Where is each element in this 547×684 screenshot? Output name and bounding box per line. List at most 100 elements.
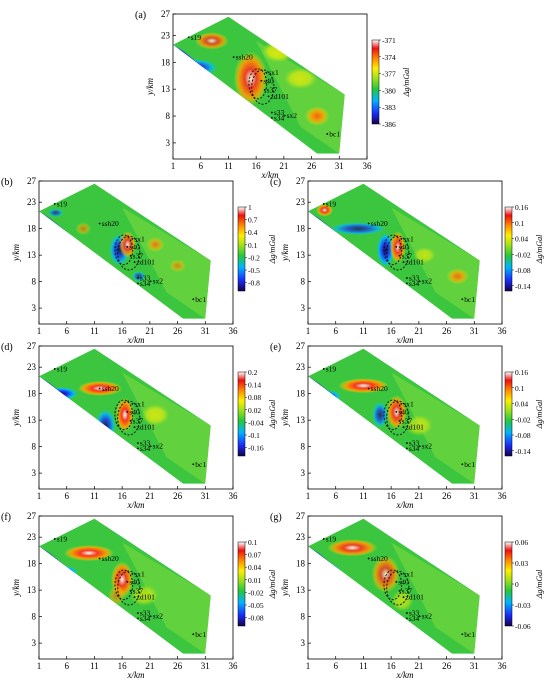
station-label: sx1 <box>134 234 145 243</box>
colorbar-label: Δg/mGal <box>535 399 544 429</box>
y-tick-label: 18 <box>296 389 306 399</box>
dashed-contour <box>386 570 410 606</box>
colorbar <box>504 371 513 457</box>
station-label: s19 <box>57 199 68 208</box>
station-marker <box>405 277 408 279</box>
station-label: s34 <box>274 113 285 122</box>
station-marker <box>126 245 129 248</box>
x-tick-label: 11 <box>359 661 368 671</box>
field-band <box>391 542 480 654</box>
x-tick-label: 26 <box>173 661 183 671</box>
panel-label: (b) <box>1 177 13 188</box>
y-tick-label: 18 <box>161 57 171 67</box>
station-label: s19 <box>326 534 337 543</box>
y-tick-label: 13 <box>296 250 306 260</box>
x-tick-label: 6 <box>333 491 338 501</box>
y-tick-label: 18 <box>296 559 306 569</box>
colorbar-tick-label: 0.7 <box>248 216 258 225</box>
station-marker <box>402 261 405 264</box>
station-marker <box>136 612 139 614</box>
panel-1: 1 6 11 16 21 26 31 363813182327x/kmy/km(b)s19ss… <box>1 176 277 345</box>
y-axis-label: y/km <box>11 579 21 597</box>
x-tick-label: 11 <box>90 491 99 501</box>
y-tick-label: 27 <box>27 341 37 351</box>
panel-5: 1 6 11 16 21 26 31 363813182327x/kmy/km(f)s19ss… <box>1 511 277 680</box>
station-marker <box>131 237 134 240</box>
colorbar-label: Δg/mGal <box>535 569 544 599</box>
station-label: sx1 <box>134 399 145 408</box>
y-tick-label: 8 <box>32 442 37 452</box>
station-label: zd101 <box>137 258 156 267</box>
station-marker <box>395 410 398 413</box>
x-tick-label: 6 <box>333 326 338 336</box>
station-marker <box>367 557 370 560</box>
y-tick-label: 13 <box>296 585 306 595</box>
station-marker <box>322 538 325 540</box>
colorbar-tick-label: 0.1 <box>248 241 258 250</box>
anomaly-blob <box>141 404 170 426</box>
x-tick-label: 31 <box>201 326 210 336</box>
anomaly-blob <box>169 259 186 273</box>
station-label: sx2 <box>153 612 164 621</box>
anomaly-blob <box>309 563 341 575</box>
x-tick-label: 26 <box>173 326 183 336</box>
x-tick-label: 16 <box>252 161 262 171</box>
colorbar-tick-label: -374 <box>382 53 396 62</box>
station-marker <box>405 447 408 450</box>
x-tick-label: 1 <box>306 661 311 671</box>
station-marker <box>136 447 139 450</box>
station-label: s33 <box>409 274 420 283</box>
panel-4: 1 6 11 16 21 26 31 363813182327x/kmy/km(e)s19ss… <box>270 341 544 510</box>
station-marker <box>405 442 408 444</box>
x-axis-label: x/km <box>127 335 145 345</box>
station-marker <box>131 402 134 405</box>
dashed-contour <box>117 400 141 436</box>
colorbar-tick-label: -0.1 <box>248 431 260 440</box>
x-tick-label: 21 <box>414 661 423 671</box>
x-tick-label: 16 <box>387 661 397 671</box>
station-marker <box>149 615 152 618</box>
station-label: sx2 <box>422 277 433 286</box>
x-tick-label: 11 <box>90 326 99 336</box>
station-label: bc1 <box>464 630 475 639</box>
station-marker <box>53 538 56 540</box>
colorbar <box>237 206 246 292</box>
station-marker <box>53 368 56 370</box>
plot-frame <box>172 13 368 160</box>
x-tick-label: 36 <box>498 491 508 501</box>
y-axis-label: y/km <box>145 78 155 96</box>
station-label: s34 <box>409 614 420 623</box>
colorbar-tick-label: 0.16 <box>515 203 528 212</box>
anomaly-blob <box>405 414 433 437</box>
x-tick-label: 6 <box>64 491 69 501</box>
dashed-contour <box>383 399 403 431</box>
station-label: bc1 <box>195 295 206 304</box>
plot-frame <box>307 515 503 660</box>
station-label: s40 <box>398 242 409 251</box>
anomaly-blob <box>446 268 469 285</box>
station-label: zd101 <box>406 258 425 267</box>
y-tick-label: 23 <box>296 197 306 207</box>
station-marker <box>260 79 263 82</box>
y-axis-label: y/km <box>11 244 21 262</box>
station-marker <box>136 617 139 620</box>
y-tick-label: 18 <box>27 389 37 399</box>
station-label: ssh20 <box>102 219 119 228</box>
station-label: s40 <box>129 577 140 586</box>
station-marker <box>405 612 408 614</box>
station-marker <box>267 95 270 98</box>
colorbar-tick-label: 0.04 <box>248 563 261 572</box>
station-label: s19 <box>326 364 337 373</box>
x-tick-label: 1 <box>37 326 42 336</box>
station-marker <box>322 368 325 370</box>
colorbar-tick-label: 0.04 <box>515 400 528 409</box>
panel-label: (d) <box>1 342 13 353</box>
colorbar-tick-label: 0.03 <box>515 559 528 568</box>
station-label: sx1 <box>134 569 145 578</box>
y-tick-label: 3 <box>166 138 171 148</box>
colorbar-tick-label: 0.1 <box>515 219 525 228</box>
dashed-contour <box>386 235 410 271</box>
dashed-contour <box>386 400 410 436</box>
anomaly-blob <box>371 555 400 593</box>
colorbar-tick-label: 0.16 <box>515 368 528 377</box>
